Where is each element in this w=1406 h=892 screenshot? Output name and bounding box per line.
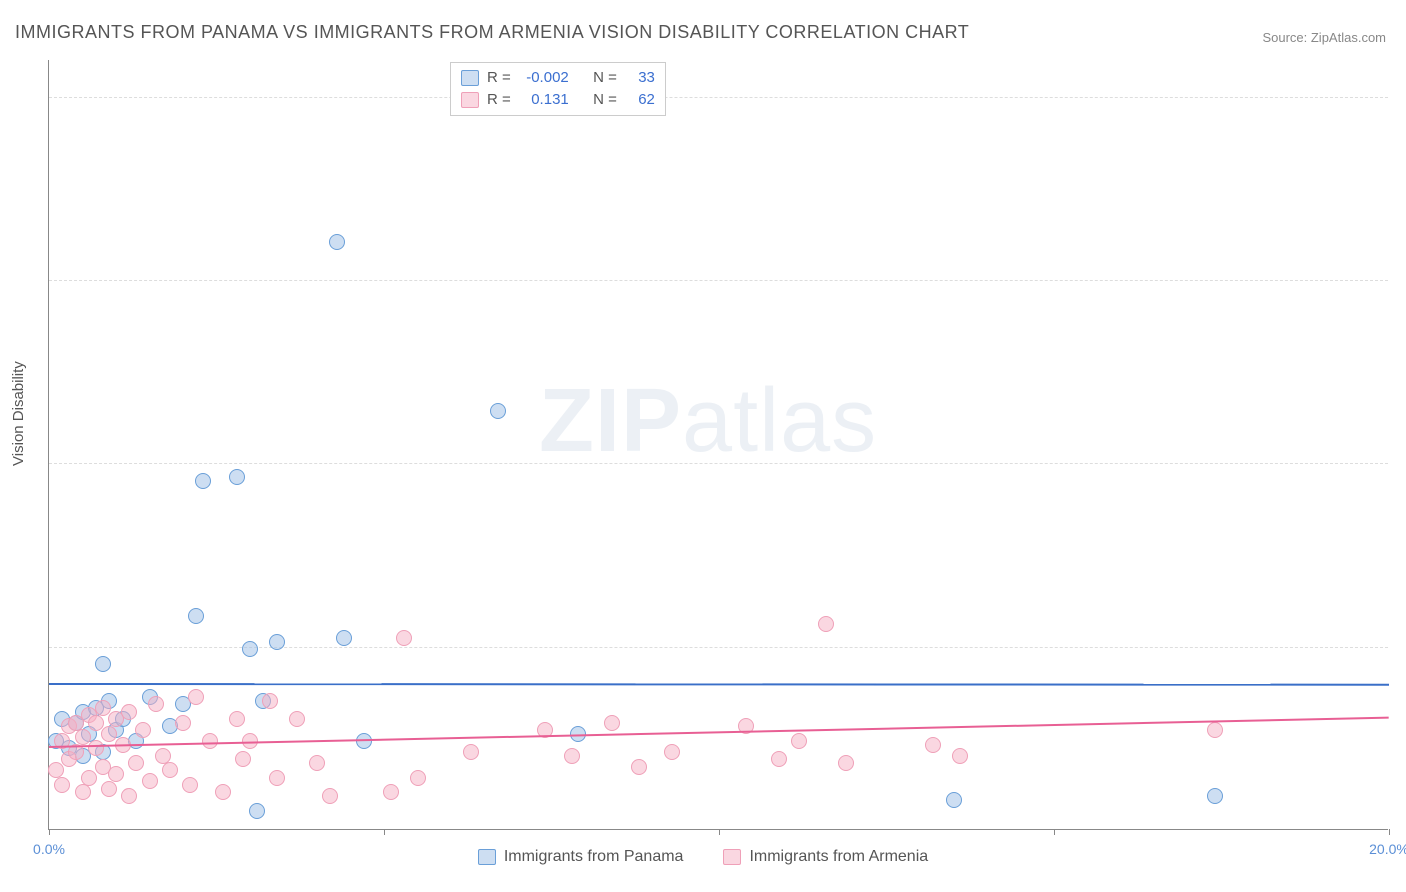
scatter-point <box>101 781 117 797</box>
stat-n-label: N = <box>593 67 617 89</box>
scatter-point <box>101 726 117 742</box>
scatter-point <box>229 469 245 485</box>
scatter-point <box>121 704 137 720</box>
scatter-point <box>75 784 91 800</box>
scatter-point <box>791 733 807 749</box>
scatter-point <box>135 722 151 738</box>
scatter-point <box>952 748 968 764</box>
scatter-point <box>54 777 70 793</box>
scatter-point <box>188 608 204 624</box>
x-tick <box>1389 829 1390 835</box>
scatter-point <box>95 700 111 716</box>
scatter-point <box>81 770 97 786</box>
scatter-point <box>925 737 941 753</box>
scatter-point <box>631 759 647 775</box>
chart-title: IMMIGRANTS FROM PANAMA VS IMMIGRANTS FRO… <box>15 22 969 43</box>
scatter-point <box>946 792 962 808</box>
stat-r-value: 0.131 <box>519 89 569 111</box>
legend-label: Immigrants from Panama <box>504 848 684 866</box>
scatter-point <box>818 616 834 632</box>
scatter-point <box>410 770 426 786</box>
stats-legend: R = -0.002 N = 33 R = 0.131 N = 62 <box>450 62 666 116</box>
scatter-point <box>235 751 251 767</box>
trend-line <box>49 683 1389 686</box>
bottom-legend-item: Immigrants from Panama <box>478 848 684 866</box>
scatter-point <box>664 744 680 760</box>
scatter-point <box>88 740 104 756</box>
scatter-point <box>175 715 191 731</box>
scatter-point <box>155 748 171 764</box>
bottom-legend: Immigrants from Panama Immigrants from Ar… <box>0 848 1406 870</box>
stat-n-value: 33 <box>625 67 655 89</box>
x-tick <box>49 829 50 835</box>
stat-n-label: N = <box>593 89 617 111</box>
scatter-point <box>182 777 198 793</box>
x-tick <box>719 829 720 835</box>
scatter-point <box>215 784 231 800</box>
x-tick <box>1054 829 1055 835</box>
legend-label: Immigrants from Armenia <box>749 848 928 866</box>
scatter-point <box>269 634 285 650</box>
scatter-point <box>269 770 285 786</box>
scatter-point <box>490 403 506 419</box>
trend-line <box>49 716 1389 747</box>
gridline <box>49 463 1388 464</box>
legend-swatch <box>461 70 479 86</box>
source-attribution: Source: ZipAtlas.com <box>1262 30 1386 45</box>
legend-swatch <box>461 92 479 108</box>
scatter-point <box>242 641 258 657</box>
plot-area: ZIPatlas 5.0%10.0%15.0%20.0%0.0%20.0% <box>48 60 1388 830</box>
y-tick-label: 15.0% <box>1393 272 1406 288</box>
stat-n-value: 62 <box>625 89 655 111</box>
y-axis-label: Vision Disability <box>10 361 27 466</box>
stat-r-value: -0.002 <box>519 67 569 89</box>
scatter-point <box>121 788 137 804</box>
y-tick-label: 5.0% <box>1393 639 1406 655</box>
scatter-point <box>75 729 91 745</box>
stats-legend-row: R = 0.131 N = 62 <box>461 89 655 111</box>
scatter-point <box>309 755 325 771</box>
gridline <box>49 280 1388 281</box>
scatter-point <box>336 630 352 646</box>
scatter-point <box>1207 722 1223 738</box>
legend-swatch <box>478 849 496 865</box>
scatter-point <box>838 755 854 771</box>
watermark: ZIPatlas <box>539 370 877 473</box>
scatter-point <box>162 762 178 778</box>
scatter-point <box>289 711 305 727</box>
legend-swatch <box>723 849 741 865</box>
scatter-point <box>148 696 164 712</box>
scatter-point <box>1207 788 1223 804</box>
x-tick <box>384 829 385 835</box>
scatter-point <box>195 473 211 489</box>
scatter-point <box>88 715 104 731</box>
stat-r-label: R = <box>487 89 511 111</box>
scatter-point <box>249 803 265 819</box>
scatter-point <box>604 715 620 731</box>
scatter-point <box>202 733 218 749</box>
scatter-point <box>383 784 399 800</box>
scatter-point <box>128 755 144 771</box>
scatter-point <box>188 689 204 705</box>
scatter-point <box>396 630 412 646</box>
scatter-point <box>142 773 158 789</box>
scatter-point <box>262 693 278 709</box>
scatter-point <box>564 748 580 764</box>
bottom-legend-item: Immigrants from Armenia <box>723 848 928 866</box>
scatter-point <box>229 711 245 727</box>
scatter-point <box>108 766 124 782</box>
y-tick-label: 20.0% <box>1393 89 1406 105</box>
scatter-point <box>329 234 345 250</box>
y-tick-label: 10.0% <box>1393 455 1406 471</box>
scatter-point <box>48 762 64 778</box>
gridline <box>49 97 1388 98</box>
scatter-point <box>95 656 111 672</box>
stat-r-label: R = <box>487 67 511 89</box>
scatter-point <box>771 751 787 767</box>
scatter-point <box>322 788 338 804</box>
stats-legend-row: R = -0.002 N = 33 <box>461 67 655 89</box>
scatter-point <box>463 744 479 760</box>
